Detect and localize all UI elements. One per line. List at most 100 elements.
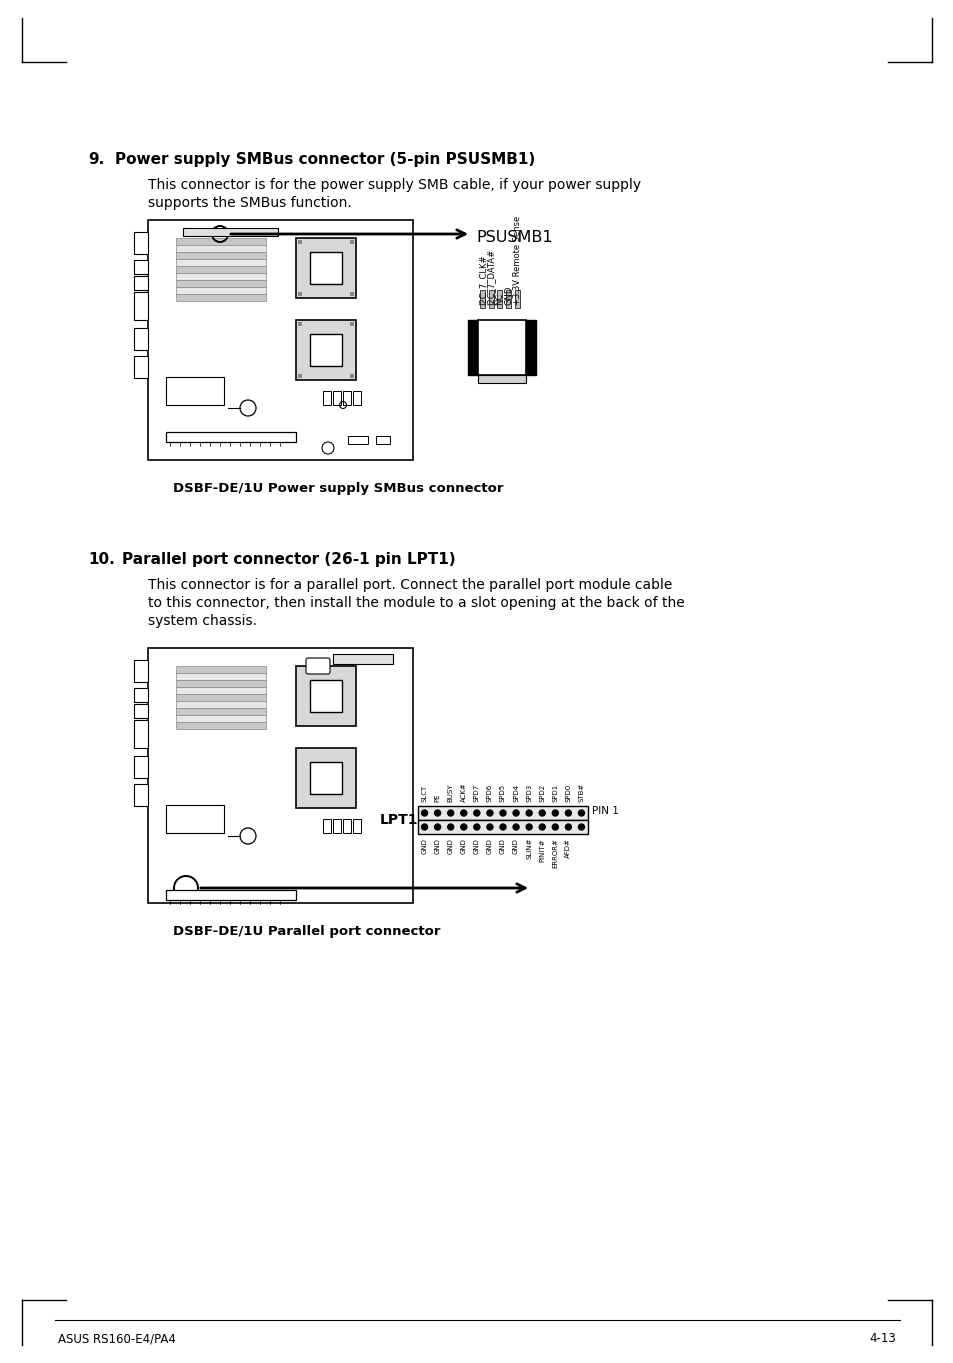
Text: system chassis.: system chassis. [148, 613, 256, 628]
Bar [350, 322, 354, 326]
Text: SLIN#: SLIN# [526, 838, 532, 860]
Text: GND: GND [513, 838, 518, 853]
Bar [323, 819, 331, 833]
Circle shape [474, 810, 479, 816]
Circle shape [447, 810, 454, 816]
Bar [175, 722, 266, 729]
Bar [175, 667, 266, 673]
Circle shape [421, 810, 427, 816]
Text: SPD3: SPD3 [526, 784, 532, 801]
Circle shape [435, 810, 440, 816]
Bar [148, 647, 413, 904]
Circle shape [552, 825, 558, 830]
Text: 9.: 9. [88, 153, 104, 168]
Text: GND: GND [474, 838, 479, 853]
Bar [350, 373, 354, 378]
Circle shape [526, 825, 532, 830]
Bar [175, 294, 266, 301]
Circle shape [552, 810, 558, 816]
Circle shape [513, 810, 518, 816]
Text: PIN 1: PIN 1 [592, 806, 618, 816]
Bar [175, 701, 266, 707]
Bar [333, 391, 340, 405]
Text: ACK#: ACK# [460, 782, 466, 801]
Bar [333, 654, 393, 664]
Bar [295, 320, 355, 380]
Circle shape [460, 825, 466, 830]
Bar [133, 328, 148, 350]
Text: AFD#: AFD# [565, 838, 571, 857]
Text: PE: PE [435, 793, 440, 801]
Text: PINIT#: PINIT# [538, 838, 545, 861]
Bar [310, 252, 341, 284]
Bar [175, 279, 266, 288]
Circle shape [526, 810, 532, 816]
Text: SPD1: SPD1 [552, 784, 558, 801]
Bar [175, 707, 266, 716]
Text: SPD2: SPD2 [538, 784, 545, 801]
Text: to this connector, then install the module to a slot opening at the back of the: to this connector, then install the modu… [148, 596, 684, 611]
Bar [353, 819, 360, 833]
Text: 4-13: 4-13 [868, 1332, 895, 1345]
Circle shape [486, 825, 493, 830]
Text: ERROR#: ERROR# [552, 838, 558, 868]
Circle shape [538, 825, 545, 830]
Text: SLCT: SLCT [421, 785, 427, 801]
Bar [175, 673, 266, 680]
Bar [148, 219, 413, 459]
Text: +3.3V Remote Sense: +3.3V Remote Sense [512, 215, 521, 305]
Bar [297, 292, 302, 296]
Bar [133, 260, 148, 274]
Bar [348, 436, 368, 444]
Circle shape [538, 810, 545, 816]
Bar [477, 320, 525, 375]
Bar [175, 266, 266, 273]
FancyBboxPatch shape [306, 658, 330, 673]
Text: BUSY: BUSY [447, 784, 454, 801]
Text: GND: GND [460, 838, 466, 853]
Bar [295, 748, 355, 808]
Text: SPD0: SPD0 [565, 784, 571, 801]
Bar [310, 334, 341, 367]
Text: I2C_7_DATA#: I2C_7_DATA# [486, 249, 495, 305]
Bar [175, 680, 266, 687]
Bar [166, 890, 295, 900]
Bar [175, 259, 266, 266]
Text: This connector is for the power supply SMB cable, if your power supply: This connector is for the power supply S… [148, 179, 640, 192]
Bar [133, 784, 148, 806]
Bar [515, 290, 519, 308]
Text: GND: GND [499, 838, 505, 853]
Text: Parallel port connector (26-1 pin LPT1): Parallel port connector (26-1 pin LPT1) [122, 552, 456, 567]
Bar [175, 288, 266, 294]
Circle shape [486, 810, 493, 816]
Bar [183, 228, 277, 236]
Circle shape [565, 810, 571, 816]
Bar [295, 239, 355, 298]
Bar [133, 292, 148, 320]
Bar [175, 694, 266, 701]
Text: GND: GND [435, 838, 440, 853]
Text: GND: GND [447, 838, 454, 853]
Text: 10.: 10. [88, 552, 114, 567]
Bar [310, 680, 341, 711]
Bar [350, 240, 354, 244]
Bar [297, 322, 302, 326]
Text: GND: GND [421, 838, 427, 853]
Circle shape [435, 825, 440, 830]
Bar [323, 391, 331, 405]
Circle shape [565, 825, 571, 830]
Bar [133, 232, 148, 254]
Bar [175, 252, 266, 259]
Bar [525, 320, 536, 375]
Text: supports the SMBus function.: supports the SMBus function. [148, 196, 352, 210]
Bar [133, 705, 148, 718]
Text: SPD5: SPD5 [499, 784, 505, 801]
Bar [479, 290, 484, 308]
Bar [343, 819, 351, 833]
Bar [133, 720, 148, 748]
Bar [166, 432, 295, 442]
Text: GND: GND [486, 838, 493, 853]
Text: SPD6: SPD6 [486, 784, 493, 801]
Text: STB#: STB# [578, 782, 584, 801]
Bar [175, 687, 266, 694]
